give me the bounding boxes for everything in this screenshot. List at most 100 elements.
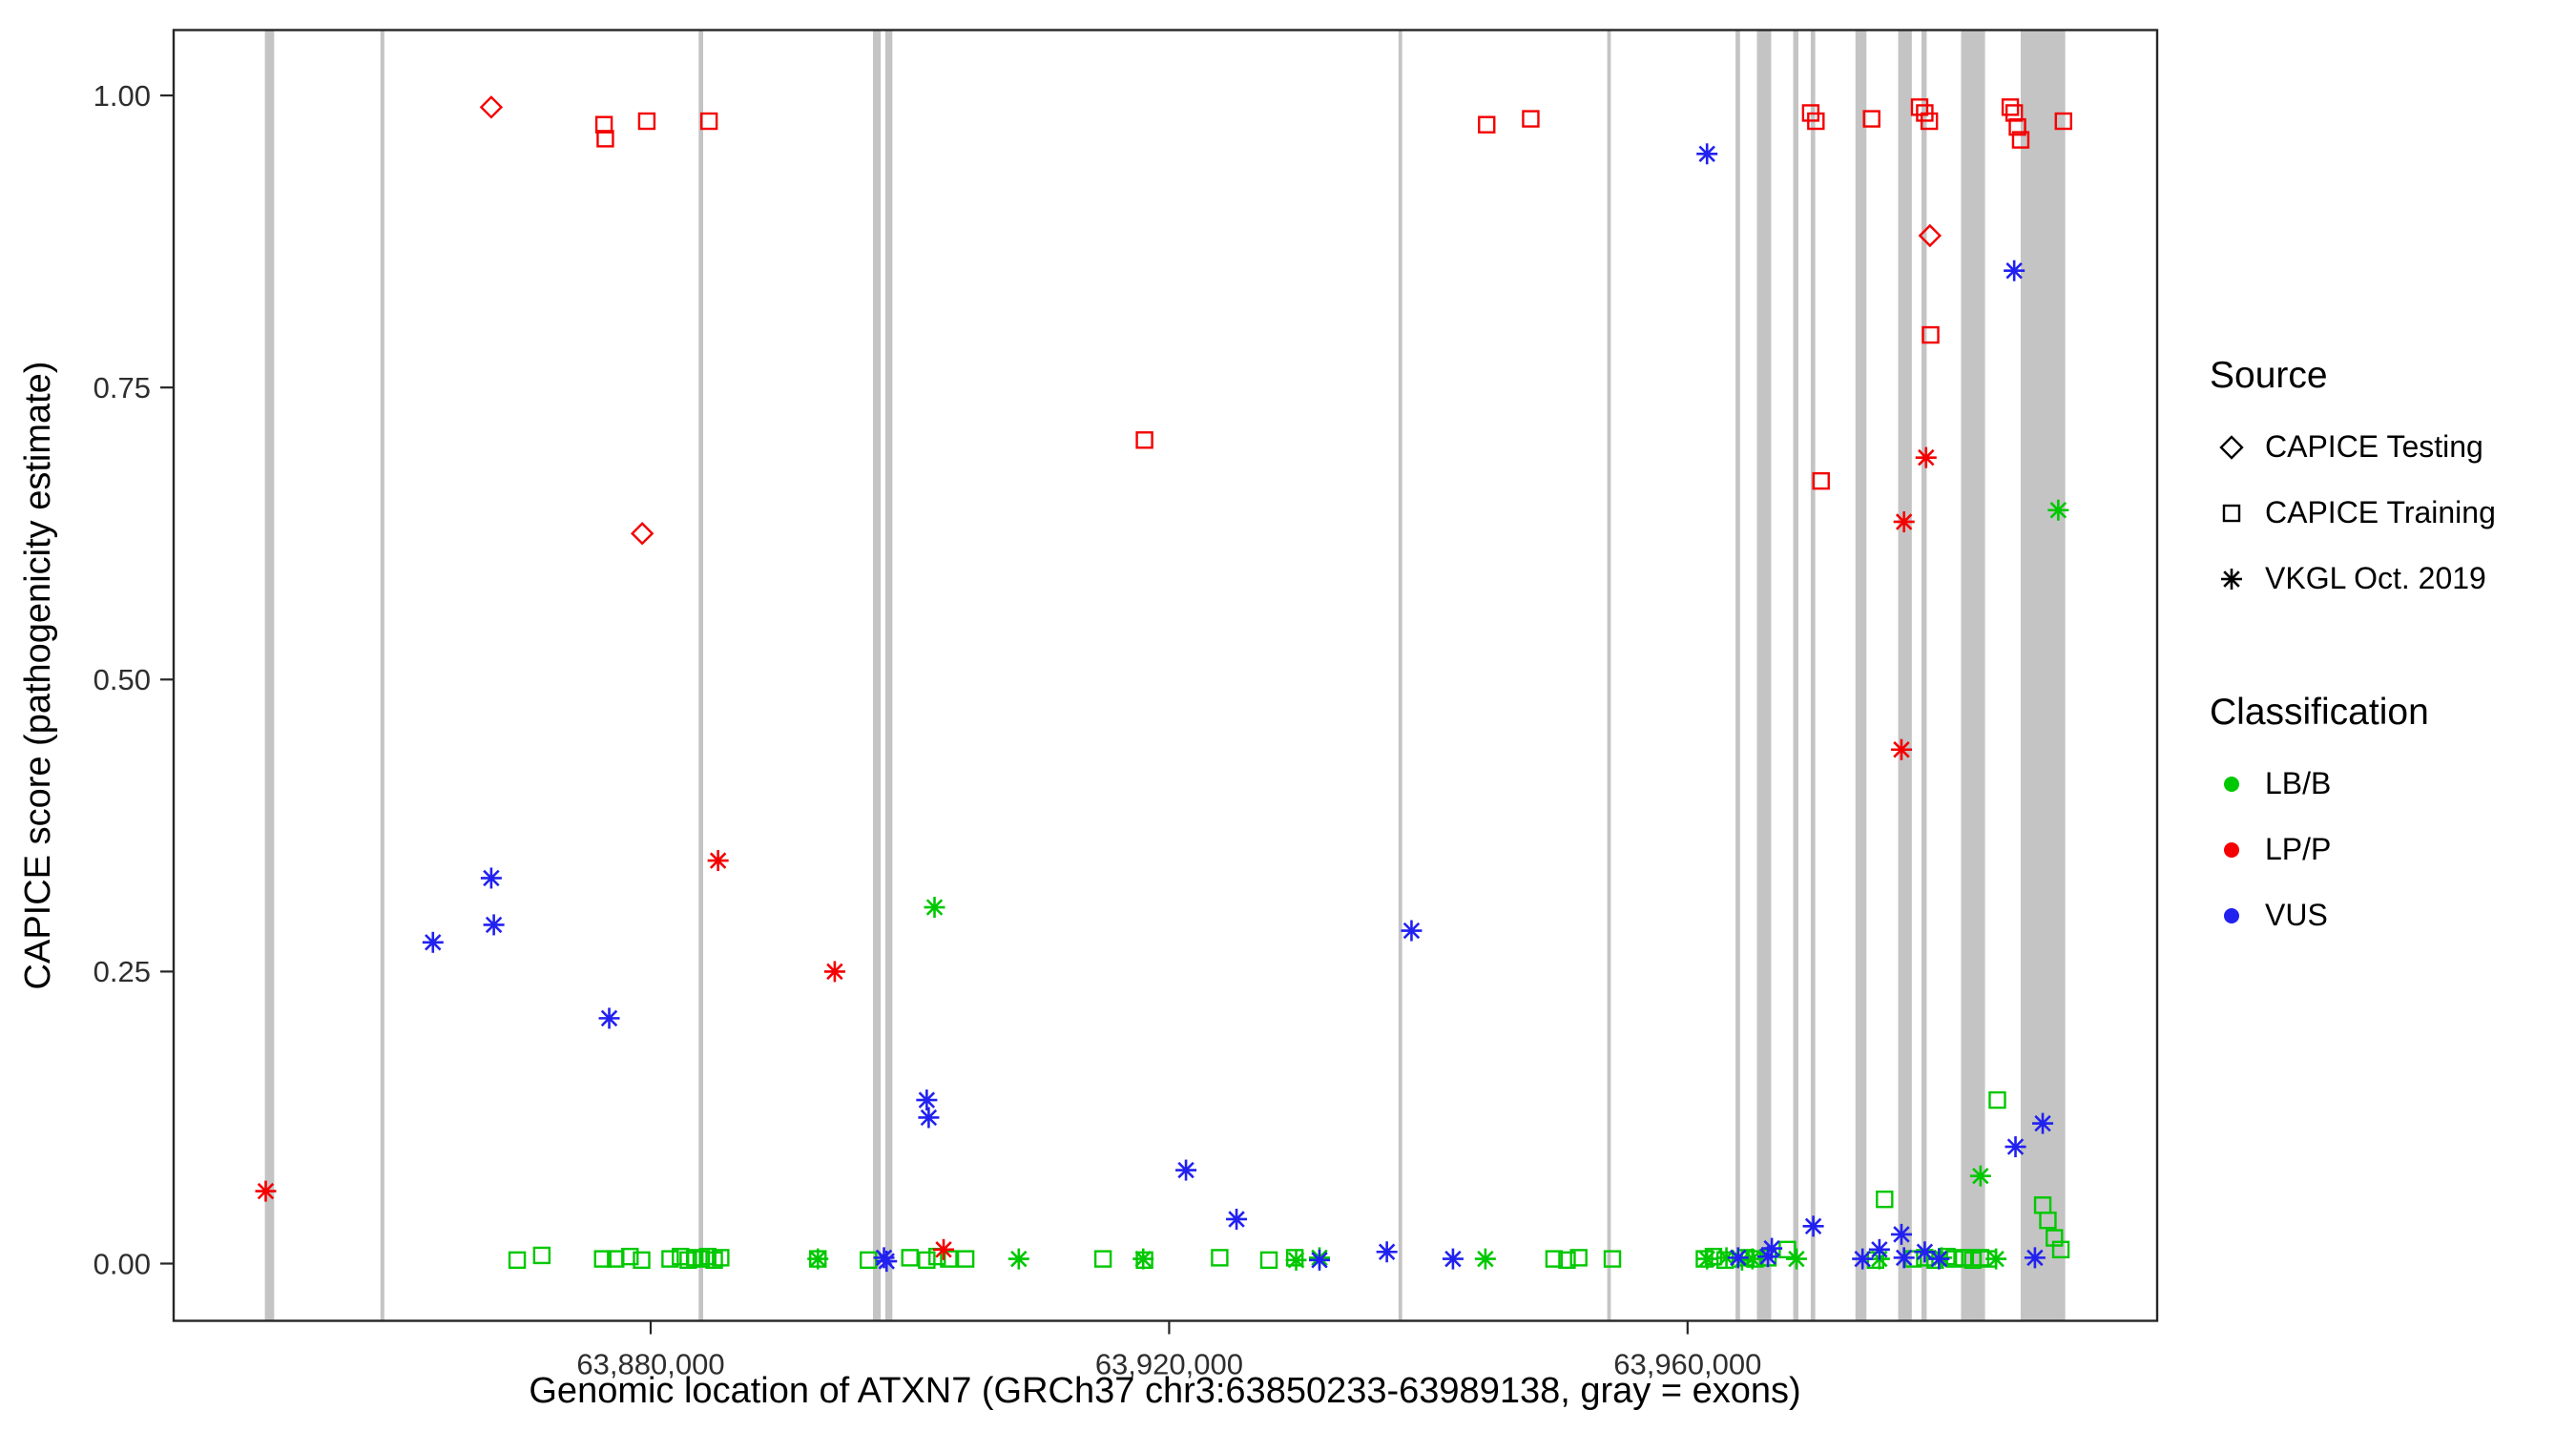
data-point	[2032, 1112, 2054, 1134]
data-points-layer	[255, 95, 2072, 1273]
data-point	[2001, 98, 2020, 116]
legend-item-capice-testing: CAPICE Testing	[2210, 429, 2496, 465]
data-point	[1442, 1248, 1464, 1270]
data-point	[956, 1250, 975, 1268]
data-point	[823, 961, 845, 983]
data-point	[593, 1250, 612, 1268]
data-point	[901, 1249, 919, 1267]
data-point	[1876, 1190, 1894, 1209]
data-point	[422, 931, 444, 953]
data-point	[479, 95, 504, 119]
data-point	[1761, 1237, 1783, 1259]
data-point	[1522, 110, 1540, 128]
data-point	[1558, 1251, 1576, 1270]
data-point	[2039, 1211, 2057, 1230]
data-point	[1474, 1248, 1496, 1270]
data-point	[1969, 1165, 1991, 1187]
exon-band	[1810, 30, 1816, 1321]
legend-item-lbb: LB/B	[2210, 766, 2496, 801]
exon-band	[1922, 30, 1927, 1321]
data-point	[2024, 1247, 2046, 1269]
data-point	[1954, 1249, 1973, 1267]
data-point	[1175, 1159, 1197, 1181]
data-point	[630, 522, 654, 546]
data-point	[2011, 131, 2030, 149]
blue-dot-icon	[2210, 907, 2254, 923]
data-point	[255, 1180, 277, 1202]
data-point	[1696, 1248, 1718, 1270]
data-point	[1727, 1247, 1749, 1269]
legend-item-label: CAPICE Testing	[2265, 429, 2483, 464]
data-point	[707, 850, 729, 872]
data-point	[1807, 112, 1825, 131]
data-point	[1135, 431, 1153, 449]
data-point	[685, 1249, 704, 1267]
y-tick-label: 0.25	[93, 955, 151, 988]
legend-item-vus: VUS	[2210, 898, 2496, 933]
green-dot-icon	[2210, 776, 2254, 792]
data-point	[508, 1251, 527, 1270]
data-point	[2051, 1240, 2070, 1259]
data-point	[1893, 1247, 1915, 1269]
data-point	[1890, 738, 1912, 760]
data-point	[1376, 1241, 1398, 1263]
legend-item-label: CAPICE Training	[2265, 495, 2496, 529]
x-tick-label: 63,960,000	[1613, 1348, 1761, 1381]
legend-item-label: VKGL Oct. 2019	[2265, 561, 2486, 595]
data-point	[1918, 223, 1942, 248]
data-point	[1785, 1248, 1807, 1270]
y-axis-title: CAPICE score (pathogenicity estimate)	[18, 362, 58, 990]
data-point	[1603, 1250, 1622, 1268]
exon-band	[380, 30, 384, 1321]
data-point	[1802, 1215, 1824, 1237]
y-tick-label: 0.00	[93, 1247, 151, 1280]
data-point	[1545, 1250, 1564, 1268]
data-point	[2047, 499, 2069, 521]
exon-band	[1735, 30, 1740, 1321]
data-point	[1985, 1248, 2007, 1270]
data-point	[1008, 1248, 1029, 1270]
data-point	[2054, 112, 2072, 131]
legend-source-section: Source CAPICE Testing CAPICE Training	[2210, 355, 2496, 596]
data-point	[924, 897, 945, 919]
exon-band	[872, 30, 882, 1321]
legend-classification-title: Classification	[2210, 692, 2429, 733]
legend: Source CAPICE Testing CAPICE Training	[2210, 355, 2496, 1028]
x-tick-label: 63,880,000	[576, 1348, 724, 1381]
legend-item-vkgl: VKGL Oct. 2019	[2210, 561, 2496, 596]
legend-item-label: LB/B	[2265, 766, 2332, 800]
exon-band	[1961, 30, 1985, 1321]
legend-item-lpp: LP/P	[2210, 832, 2496, 867]
data-point	[1093, 1250, 1112, 1268]
data-point	[1862, 110, 1880, 128]
exon-band	[1855, 30, 1867, 1321]
data-point	[637, 112, 656, 131]
x-tick-label: 63,920,000	[1095, 1348, 1243, 1381]
data-point	[480, 867, 502, 889]
data-point	[1893, 510, 1915, 532]
exon-band	[2020, 30, 2066, 1321]
asterisk-icon	[2210, 562, 2254, 596]
data-point	[1132, 1248, 1154, 1270]
data-point	[698, 1247, 717, 1266]
exon-band	[1607, 30, 1611, 1321]
exon-band	[1898, 30, 1912, 1321]
data-point	[1915, 446, 1937, 468]
data-point	[1920, 112, 1939, 131]
legend-item-capice-training: CAPICE Training	[2210, 495, 2496, 530]
exon-band	[1756, 30, 1772, 1321]
exon-band	[1793, 30, 1798, 1321]
data-point	[1285, 1249, 1304, 1267]
data-point	[916, 1089, 938, 1111]
data-point	[679, 1251, 697, 1270]
data-point	[1211, 1249, 1229, 1267]
data-point	[1285, 1249, 1307, 1271]
data-point	[1401, 920, 1423, 942]
data-point	[1569, 1249, 1588, 1267]
data-point	[2005, 104, 2024, 122]
x-axis-title: Genomic location of ATXN7 (GRCh37 chr3:6…	[529, 1371, 1800, 1411]
exon-band	[698, 30, 704, 1321]
data-point	[598, 1007, 620, 1029]
